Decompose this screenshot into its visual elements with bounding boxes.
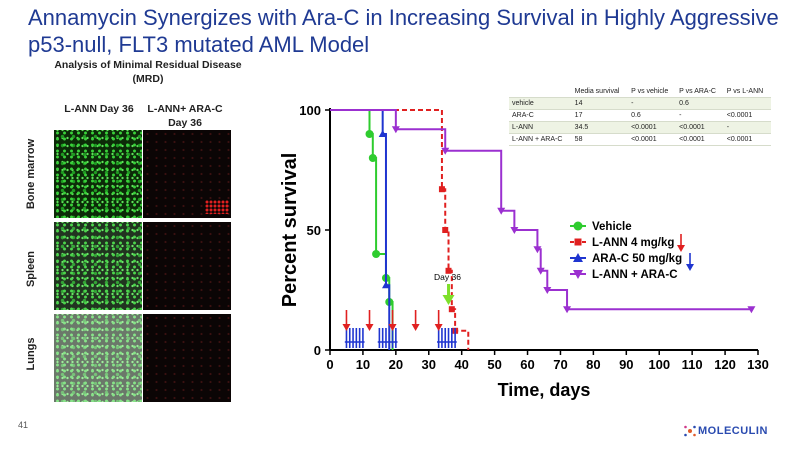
stats-cell: L-ANN + ARA-C bbox=[512, 136, 563, 143]
legend-arrowhead-red bbox=[677, 245, 685, 252]
data-point bbox=[497, 207, 506, 215]
series-line-0 bbox=[330, 109, 394, 350]
mrd-image-lungs-combo bbox=[143, 314, 231, 402]
legend-marker bbox=[574, 238, 582, 246]
x-tick-label: 30 bbox=[422, 357, 436, 372]
x-tick-label: 80 bbox=[586, 357, 600, 372]
x-tick-label: 50 bbox=[487, 357, 501, 372]
stats-cell: L-ANN bbox=[509, 121, 572, 134]
stats-cell: - bbox=[723, 121, 771, 134]
data-point bbox=[747, 306, 756, 314]
x-tick-label: 20 bbox=[389, 357, 403, 372]
data-point bbox=[448, 306, 455, 313]
stats-cell: 58 bbox=[574, 136, 583, 143]
day-annotation: Day 36 bbox=[434, 272, 461, 282]
x-tick-label: 120 bbox=[714, 357, 736, 372]
stats-cell: <0.0001 bbox=[726, 112, 753, 119]
dose-arrowhead-l-ann bbox=[342, 324, 351, 331]
company-logo-text: MOLECULIN bbox=[698, 425, 768, 437]
red-cluster bbox=[205, 200, 229, 214]
y-axis-label: Percent survival bbox=[279, 153, 301, 308]
stats-cell: 0.6 bbox=[631, 112, 641, 119]
data-point bbox=[368, 154, 377, 162]
stats-cell: - bbox=[679, 112, 682, 119]
data-point bbox=[510, 227, 519, 234]
y-tick-label: 50 bbox=[307, 223, 321, 238]
data-point bbox=[441, 147, 450, 155]
legend-marker bbox=[573, 221, 583, 231]
y-tick-label: 0 bbox=[314, 343, 321, 358]
data-point bbox=[391, 126, 400, 134]
stats-cell: <0.0001 bbox=[676, 121, 724, 134]
data-point bbox=[442, 227, 449, 233]
x-tick-label: 90 bbox=[619, 357, 633, 372]
series-line-2 bbox=[330, 109, 391, 350]
stats-cell: <0.0001 bbox=[628, 121, 677, 134]
data-point bbox=[438, 186, 445, 193]
stats-cell: 34.5 bbox=[571, 121, 629, 134]
x-tick-label: 70 bbox=[553, 357, 567, 372]
slide-number: 41 bbox=[18, 420, 29, 430]
dose-arrowhead-l-ann bbox=[365, 324, 374, 331]
dose-arrowhead-l-ann bbox=[388, 324, 397, 331]
stats-cell: vehicle bbox=[509, 97, 572, 110]
stats-cell: <0.0001 bbox=[726, 136, 753, 143]
data-point bbox=[543, 287, 552, 294]
slide-title: Annamycin Synergizes with Ara-C in Incre… bbox=[28, 5, 779, 57]
data-point bbox=[365, 130, 374, 138]
mrd-image-bone-marrow-combo bbox=[143, 130, 231, 218]
stats-cell: 17 bbox=[574, 112, 583, 119]
stats-header-cell: P vs ARA-C bbox=[679, 88, 716, 95]
stats-cell bbox=[723, 97, 771, 110]
legend-label: ARA-C 50 mg/kg bbox=[592, 253, 682, 265]
mrd-column-l-ann-ara-c: L-ANN+ ARA-C Day 36 bbox=[147, 103, 223, 129]
y-tick-label: 100 bbox=[299, 103, 321, 118]
legend-label: L-ANN + ARA-C bbox=[592, 269, 678, 281]
legend-arrowhead-blue bbox=[686, 264, 694, 271]
legend-marker bbox=[573, 270, 583, 279]
x-tick-label: 110 bbox=[682, 357, 703, 372]
stats-header-cell: P vs vehicle bbox=[631, 88, 669, 95]
x-tick-label: 130 bbox=[747, 357, 769, 372]
data-point bbox=[372, 250, 381, 258]
day-36-arrowhead bbox=[442, 295, 455, 305]
legend-marker bbox=[573, 253, 583, 262]
data-point bbox=[381, 281, 390, 289]
stats-cell: <0.0001 bbox=[631, 136, 657, 143]
mrd-image-bone-marrow-l-ann bbox=[54, 130, 142, 218]
mrd-title: Analysis of Minimal Residual Disease (MR… bbox=[54, 59, 242, 85]
stats-header-cell: Media survival bbox=[574, 88, 620, 95]
stats-cell: 14 bbox=[571, 97, 629, 110]
mrd-image-spleen-l-ann bbox=[54, 222, 142, 310]
x-tick-label: 10 bbox=[356, 357, 370, 372]
stats-cell: <0.0001 bbox=[679, 136, 705, 143]
molecule-logo-icon bbox=[684, 425, 696, 437]
mrd-image-spleen-combo bbox=[143, 222, 231, 310]
stats-cell: - bbox=[628, 97, 677, 110]
dose-arrowhead-l-ann bbox=[411, 324, 420, 331]
x-tick-label: 60 bbox=[520, 357, 534, 372]
x-tick-label: 100 bbox=[648, 357, 670, 372]
mrd-image-lungs-l-ann bbox=[54, 314, 142, 402]
data-point bbox=[445, 267, 452, 274]
dose-arrowhead-l-ann bbox=[434, 324, 443, 331]
data-point bbox=[378, 130, 387, 137]
stats-table: Media survival P vs vehicle P vs ARA-C P… bbox=[509, 86, 771, 146]
legend-label: L-ANN 4 mg/kg bbox=[592, 237, 674, 249]
mrd-column-l-ann: L-ANN Day 36 bbox=[64, 103, 134, 115]
legend-label: Vehicle bbox=[592, 221, 632, 233]
stats-cell: ARA-C bbox=[512, 112, 534, 119]
series-line-1 bbox=[330, 109, 470, 350]
stats-cell: 0.6 bbox=[676, 97, 724, 110]
data-point bbox=[533, 246, 542, 254]
stats-header-cell: P vs L-ANN bbox=[726, 88, 764, 95]
data-point bbox=[563, 306, 572, 314]
x-tick-label: 40 bbox=[454, 357, 468, 372]
data-point bbox=[536, 267, 545, 275]
x-axis-label: Time, days bbox=[498, 380, 591, 400]
stats-header-cell bbox=[509, 86, 572, 98]
x-tick-label: 0 bbox=[326, 357, 333, 372]
